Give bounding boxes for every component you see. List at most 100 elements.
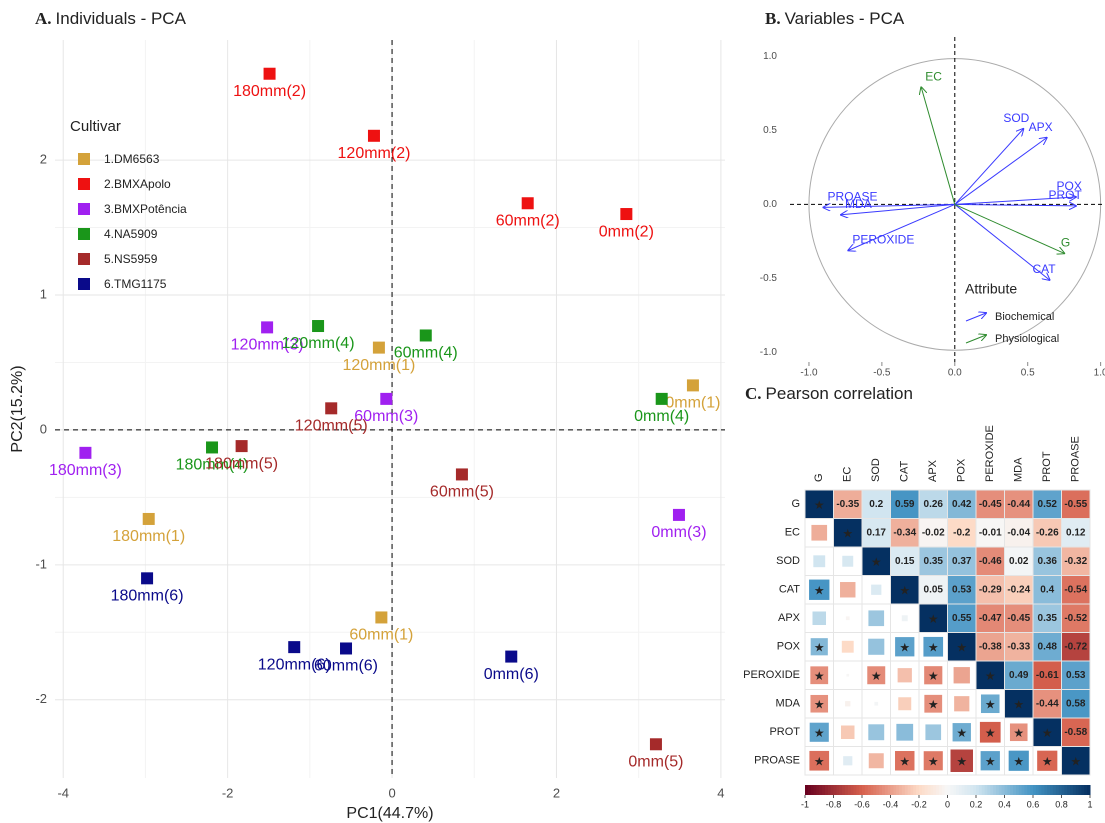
cell-value: 0.05: [924, 584, 944, 595]
significance-star: ★: [814, 669, 825, 683]
point-label: 0mm(1): [665, 395, 720, 412]
point-label: 0mm(6): [484, 666, 539, 683]
colorbar-label: 1: [1087, 799, 1092, 809]
cell: [919, 547, 947, 575]
cell-square: [895, 751, 915, 771]
cell-square: [845, 701, 851, 707]
legend-key: [78, 178, 90, 190]
point-label: 0mm(2): [599, 223, 654, 240]
cell: [834, 490, 862, 518]
colorbar-segment: [1007, 785, 1011, 795]
x-tick-label: -0.5: [873, 368, 891, 379]
significance-star: ★: [956, 726, 967, 740]
cell-square: [862, 547, 890, 575]
colorbar-segment: [824, 785, 829, 795]
cell-square: [919, 604, 947, 632]
y-tick-label: -1.0: [760, 347, 778, 358]
panel-label: B.: [765, 9, 781, 28]
colorbar-segment: [950, 785, 954, 795]
point-label: 60mm(1): [349, 627, 413, 644]
colorbar-segment: [864, 785, 869, 795]
point: [367, 129, 380, 142]
cell: [1033, 519, 1061, 547]
point: [655, 392, 668, 405]
colorbar-segment: [1064, 785, 1068, 795]
colorbar-segment: [813, 785, 817, 795]
colorbar-segment: [844, 785, 849, 795]
point-label: 120mm(1): [342, 357, 415, 374]
column-label: APX: [927, 459, 939, 482]
row-label: APX: [778, 612, 801, 624]
colorbar-segment: [881, 785, 886, 795]
point-label: 60mm(5): [430, 484, 494, 501]
colorbar-segment: [807, 785, 812, 795]
colorbar-segment: [967, 785, 971, 795]
cell: [1033, 576, 1061, 604]
point: [261, 321, 274, 334]
x-tick-label: 1.0: [1094, 368, 1105, 379]
point-label: 180mm(2): [233, 83, 306, 100]
legend-key: [965, 313, 986, 322]
colorbar-segment: [1027, 785, 1031, 795]
significance-star: ★: [985, 697, 996, 711]
column-label: SOD: [870, 458, 882, 482]
vector: [921, 87, 956, 205]
panel-label: C.: [745, 384, 762, 403]
cell-value: 0.2: [869, 499, 883, 510]
legend-key: [78, 153, 90, 165]
colorbar-segment: [859, 785, 863, 795]
significance-star: ★: [899, 754, 910, 768]
point-label: 0mm(5): [628, 753, 683, 770]
cell: [1062, 661, 1090, 689]
cell: [1062, 604, 1090, 632]
cell-square: [834, 519, 862, 547]
cell: [1062, 690, 1090, 718]
title-text: Individuals - PCA: [56, 9, 187, 28]
vector-label: CAT: [1032, 262, 1056, 276]
significance-star: ★: [1013, 697, 1024, 711]
cell-value: 0.37: [952, 556, 972, 567]
colorbar-segment: [1081, 785, 1085, 795]
cell: [919, 519, 947, 547]
cell-square: [979, 721, 1001, 743]
colorbar-segment: [995, 785, 1000, 795]
significance-star: ★: [956, 754, 967, 768]
cell: [976, 576, 1004, 604]
colorbar-segment: [1015, 785, 1020, 795]
legend-title: Cultivar: [70, 118, 121, 135]
cell: [1033, 490, 1061, 518]
significance-star: ★: [1042, 726, 1053, 740]
cell-value: -0.44: [1036, 698, 1059, 709]
point: [686, 379, 699, 392]
point-label: 60mm(3): [354, 408, 418, 425]
cell: [919, 490, 947, 518]
colorbar-segment: [842, 785, 846, 795]
cell-square: [1062, 747, 1090, 775]
cell: [1005, 547, 1033, 575]
cell-square: [1005, 690, 1033, 718]
colorbar-segment: [987, 785, 991, 795]
colorbar-segment: [822, 785, 826, 795]
vector: [954, 197, 1076, 205]
cell-square: [953, 667, 970, 684]
cell-square: [809, 722, 829, 742]
cell: [1005, 661, 1033, 689]
colorbar-segment: [1087, 785, 1091, 795]
colorbar-segment: [913, 785, 917, 795]
cell-value: 0.58: [1066, 698, 1086, 709]
column-label: EC: [842, 467, 854, 482]
point: [375, 611, 388, 624]
cell-value: -0.45: [979, 499, 1002, 510]
cell-value: -0.24: [1007, 584, 1030, 595]
y-tick-label: 2: [40, 152, 47, 167]
colorbar-label: -0.4: [883, 799, 899, 809]
cell-square: [840, 725, 855, 740]
column-label: POX: [956, 458, 968, 482]
x-tick-label: 0.0: [948, 368, 962, 379]
significance-star: ★: [985, 726, 996, 740]
point: [380, 392, 393, 405]
significance-star: ★: [1070, 754, 1081, 768]
cell-value: 0.4: [1040, 584, 1054, 595]
cell-square: [1037, 750, 1058, 771]
x-tick-label: -1.0: [800, 368, 818, 379]
